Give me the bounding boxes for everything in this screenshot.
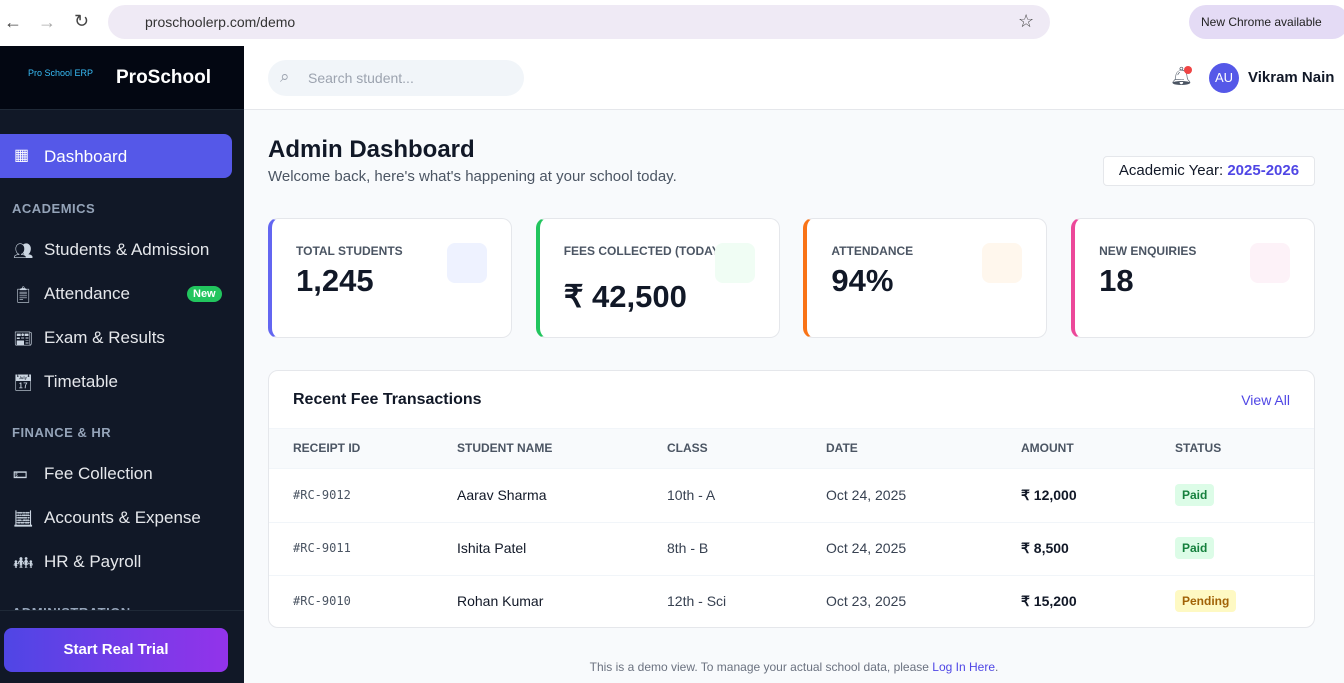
forward[interactable]: → — [38, 12, 56, 32]
cell: Rohan Kumar — [457, 593, 544, 609]
cell: ₹ 15,200 — [1021, 593, 1077, 609]
browser-bar: ← → ↻ proschoolerp.com/demo ☆ New Chrome… — [0, 0, 1344, 46]
stat-icon — [1250, 243, 1291, 283]
year-box: Academic Year: 2025-2026 — [1103, 156, 1315, 186]
footer-link[interactable]: Log In Here — [932, 660, 996, 674]
bookmark[interactable]: ☆ — [1018, 11, 1035, 31]
nav-label: Dashboard — [44, 147, 128, 166]
stat-card: TOTAL STUDENTS 1,245 — [268, 218, 512, 338]
cell: 12th - Sci — [667, 593, 727, 609]
cell: ₹ 8,500 — [1021, 540, 1069, 556]
brand: ProSchool — [116, 67, 212, 88]
topbar: ⌕ Search student... 🔔︎ AU Vikram Nain — [244, 46, 1344, 110]
cta-button[interactable]: Start Real Trial — [4, 628, 228, 672]
cell: #RC-9010 — [293, 594, 351, 608]
nav-icon: 👪︎ — [13, 555, 34, 572]
search-placeholder: Search student... — [308, 70, 414, 86]
cell: 8th - B — [667, 540, 709, 556]
stat-icon — [447, 243, 487, 283]
nav-dashboard[interactable]: ▦ Dashboard — [0, 134, 232, 178]
table-card: Recent Fee Transactions View All — [268, 370, 1315, 628]
column-header: RECEIPT ID — [293, 441, 361, 455]
column-header: CLASS — [667, 441, 708, 455]
nav-icon: 📋︎ — [13, 287, 34, 304]
address-bar[interactable]: proschoolerp.com/demo ☆ — [108, 5, 1050, 39]
status-badge: Paid — [1175, 484, 1215, 506]
brand-bar: Pro School ERP ProSchool — [0, 46, 244, 110]
year-label: Academic Year: — [1118, 162, 1224, 179]
nav-icon: 📰︎ — [13, 331, 34, 348]
cell: 10th - A — [667, 487, 716, 503]
cell: Aarav Sharma — [457, 487, 547, 503]
footer-end: . — [995, 660, 999, 674]
nav-item[interactable]: Students & Admission — [44, 240, 210, 259]
cell: Oct 23, 2025 — [826, 593, 907, 609]
cell: Ishita Patel — [457, 540, 527, 556]
nav-item[interactable]: Attendance — [44, 284, 131, 303]
nav-item[interactable]: Exam & Results — [44, 328, 165, 347]
nav-item[interactable]: HR & Payroll — [44, 552, 142, 571]
stat-label: FEES COLLECTED (TODAY) — [563, 244, 724, 258]
update-text: New Chrome available — [1201, 15, 1322, 29]
stat-card: FEES COLLECTED (TODAY) ₹ 42,500 — [535, 218, 780, 338]
table-header — [269, 428, 1314, 469]
stat-value: 18 — [1099, 263, 1134, 298]
url: proschoolerp.com/demo — [145, 14, 296, 30]
nav-item[interactable]: Fee Collection — [44, 464, 153, 483]
footer: This is a demo view. To manage your actu… — [244, 660, 1344, 674]
nav-icon: 🧮︎ — [13, 511, 34, 528]
section-label: ACADEMICS — [12, 201, 96, 216]
stat-value: 94% — [831, 263, 894, 298]
column-header: STUDENT NAME — [457, 441, 553, 455]
view-all[interactable]: View All — [1241, 392, 1290, 408]
footer-text: This is a demo view. To manage your actu… — [589, 660, 929, 674]
stat-icon — [982, 243, 1023, 283]
nav-icon: 💵︎ — [13, 465, 28, 482]
status-badge: Paid — [1175, 537, 1215, 559]
update-chip[interactable]: New Chrome available — [1189, 5, 1344, 39]
nav-icon: 📅︎ — [13, 375, 34, 392]
stat-value: 1,245 — [296, 263, 374, 298]
nav-item[interactable]: Timetable — [44, 372, 119, 391]
nav-badge: New — [187, 286, 222, 302]
table-title: Recent Fee Transactions — [293, 391, 482, 408]
search-icon: ⌕ — [280, 67, 290, 86]
user-name[interactable]: Vikram Nain — [1248, 69, 1335, 86]
sidebar: Pro School ERP ProSchool ▦ Dashboard ACA… — [0, 46, 244, 683]
stat-card: NEW ENQUIRIES 18 — [1071, 218, 1316, 338]
search[interactable]: ⌕ Search student... — [268, 60, 524, 96]
row-divider — [269, 575, 1314, 576]
stat-card: ATTENDANCE 94% — [803, 218, 1048, 338]
cell: #RC-9012 — [293, 488, 351, 502]
cell: Oct 24, 2025 — [826, 540, 907, 556]
nav-item[interactable]: Accounts & Expense — [44, 508, 201, 527]
column-header: STATUS — [1175, 441, 1222, 455]
logo: Pro School ERP — [28, 68, 94, 78]
page-title: Admin Dashboard — [268, 136, 475, 163]
year: 2025-2026 — [1227, 162, 1300, 179]
column-header: AMOUNT — [1021, 441, 1074, 455]
status-badge: Pending — [1175, 590, 1237, 612]
stat-label: ATTENDANCE — [831, 244, 914, 258]
stat-value: ₹ 42,500 — [563, 279, 687, 314]
bell-dot — [1184, 66, 1192, 74]
nav-icon: 👥︎ — [13, 243, 34, 260]
cell: Oct 24, 2025 — [826, 487, 907, 503]
cell: #RC-9011 — [293, 541, 351, 555]
cell: ₹ 12,000 — [1021, 487, 1077, 503]
stat-icon — [714, 243, 755, 283]
reload[interactable]: ↻ — [74, 11, 90, 31]
cta-area: Start Real Trial — [0, 610, 244, 683]
stat-label: TOTAL STUDENTS — [296, 244, 403, 258]
back[interactable]: ← — [4, 12, 22, 32]
page-subtitle: Welcome back, here's what's happening at… — [268, 168, 677, 185]
section-label: FINANCE & HR — [12, 425, 112, 440]
stat-label: NEW ENQUIRIES — [1099, 244, 1197, 258]
column-header: DATE — [826, 441, 858, 455]
nav-icon: ▦ — [14, 147, 30, 164]
avatar[interactable]: AU — [1209, 63, 1239, 93]
row-divider — [269, 522, 1314, 523]
